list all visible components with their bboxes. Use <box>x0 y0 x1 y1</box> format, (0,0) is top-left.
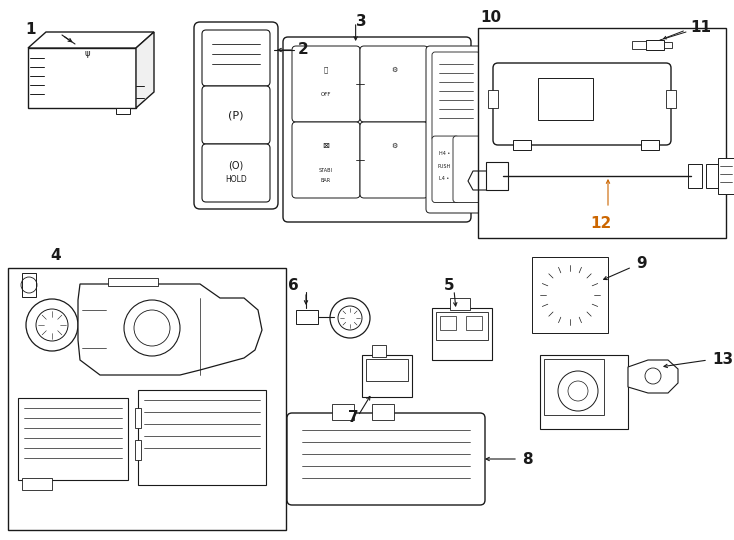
FancyBboxPatch shape <box>360 46 428 122</box>
FancyBboxPatch shape <box>432 136 459 202</box>
FancyBboxPatch shape <box>202 86 270 144</box>
Text: 5: 5 <box>444 278 454 293</box>
Bar <box>486 162 508 190</box>
Text: ψ: ψ <box>84 49 90 57</box>
Bar <box>646 40 664 50</box>
Bar <box>540 355 628 429</box>
Text: 13: 13 <box>712 352 733 367</box>
Text: 10: 10 <box>480 10 501 25</box>
Bar <box>135 408 141 428</box>
Text: ⊠: ⊠ <box>322 141 330 151</box>
FancyBboxPatch shape <box>283 37 471 222</box>
Bar <box>8 268 286 530</box>
Bar <box>450 298 470 310</box>
Text: (P): (P) <box>228 110 244 120</box>
Bar <box>18 398 128 480</box>
Text: PUSH: PUSH <box>438 164 451 168</box>
Bar <box>22 478 52 490</box>
Text: 11: 11 <box>690 21 711 36</box>
Bar <box>366 359 408 381</box>
Polygon shape <box>136 32 154 108</box>
Bar <box>466 316 482 330</box>
Bar <box>632 41 646 49</box>
Text: 9: 9 <box>636 255 647 271</box>
Bar <box>332 404 354 420</box>
Bar <box>664 42 672 48</box>
FancyBboxPatch shape <box>202 144 270 202</box>
Text: (O): (O) <box>228 161 244 171</box>
FancyBboxPatch shape <box>287 413 485 505</box>
FancyBboxPatch shape <box>194 22 278 209</box>
Bar <box>544 359 604 415</box>
Text: ⚙: ⚙ <box>391 143 397 149</box>
Bar <box>372 404 394 420</box>
Bar <box>718 158 734 194</box>
Text: HOLD: HOLD <box>225 176 247 185</box>
Polygon shape <box>628 360 678 393</box>
Bar <box>138 390 266 485</box>
Bar <box>688 164 702 188</box>
Bar <box>488 90 498 107</box>
Bar <box>116 108 130 114</box>
Text: 12: 12 <box>590 217 611 232</box>
Bar <box>666 90 676 107</box>
Polygon shape <box>28 32 154 48</box>
FancyBboxPatch shape <box>453 136 482 202</box>
Text: BAR: BAR <box>321 178 331 183</box>
FancyBboxPatch shape <box>493 63 671 145</box>
Text: 4: 4 <box>50 248 61 264</box>
Text: 6: 6 <box>288 278 299 293</box>
Text: 1: 1 <box>25 23 35 37</box>
FancyBboxPatch shape <box>292 122 360 198</box>
Bar <box>28 48 136 108</box>
FancyBboxPatch shape <box>432 52 480 141</box>
Bar <box>513 140 531 150</box>
FancyBboxPatch shape <box>426 46 486 213</box>
Bar <box>135 440 141 460</box>
Text: 7: 7 <box>348 410 359 426</box>
Bar <box>706 164 720 188</box>
Bar <box>538 78 593 120</box>
Bar <box>724 164 734 188</box>
Text: OFF: OFF <box>321 91 331 97</box>
FancyBboxPatch shape <box>202 30 270 86</box>
Text: L4 •: L4 • <box>440 176 450 181</box>
Bar <box>478 28 726 238</box>
Bar <box>296 310 318 324</box>
Text: H4 •: H4 • <box>439 151 450 156</box>
Bar <box>532 257 608 333</box>
Text: 3: 3 <box>356 15 366 30</box>
Bar <box>108 278 158 286</box>
Text: STABI: STABI <box>319 167 333 172</box>
Text: ⚙: ⚙ <box>391 67 397 73</box>
Bar <box>362 355 412 397</box>
FancyBboxPatch shape <box>292 46 360 122</box>
Bar <box>432 308 492 360</box>
Bar <box>641 140 659 150</box>
Bar <box>440 316 456 330</box>
Text: 🚗: 🚗 <box>324 67 328 73</box>
Polygon shape <box>78 284 262 375</box>
FancyBboxPatch shape <box>360 122 428 198</box>
Text: 2: 2 <box>298 43 309 57</box>
Bar <box>436 312 488 340</box>
Text: 8: 8 <box>522 451 533 467</box>
Bar <box>372 345 386 357</box>
Bar <box>22 273 36 297</box>
